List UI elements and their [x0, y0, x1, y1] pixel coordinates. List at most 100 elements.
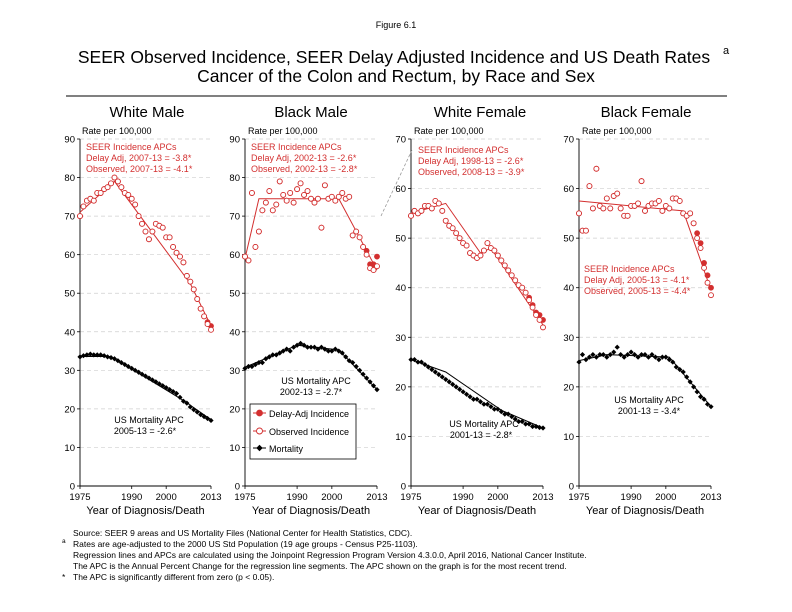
mortality-point: [256, 360, 262, 366]
ylabel-black-female: Rate per 100,000: [582, 126, 652, 136]
mortality-point: [666, 356, 672, 363]
bm-incidence-apc-delay: Delay Adj, 2002-13 = -2.6*: [251, 153, 357, 163]
legend-observed-marker: [256, 427, 263, 435]
y-tick-label: 80: [64, 173, 75, 184]
mortality-point: [139, 371, 145, 377]
observed-incidence-point: [118, 184, 125, 191]
mortality-point: [108, 355, 114, 361]
observed-incidence-point: [701, 264, 708, 271]
observed-incidence-point: [108, 180, 114, 187]
observed-incidence-point: [642, 207, 648, 214]
observed-incidence-point: [183, 272, 190, 279]
x-tick-label: 2000: [156, 492, 177, 503]
observed-incidence-point: [290, 199, 297, 206]
observed-incidence-point: [526, 297, 533, 304]
mortality-point: [474, 396, 480, 402]
observed-incidence-point: [708, 292, 714, 299]
delay-adj-incidence-point: [697, 240, 704, 246]
mortality-point: [463, 391, 470, 397]
mortality-point: [697, 394, 704, 400]
mortality-point: [457, 386, 463, 392]
observed-incidence-point: [519, 284, 526, 291]
observed-incidence-point: [318, 224, 325, 231]
y-tick-label: 60: [64, 250, 75, 261]
observed-incidence-point: [704, 279, 711, 286]
footnote-star-text: The APC is significantly different from …: [73, 572, 274, 582]
mortality-point: [502, 411, 508, 417]
mortality-point: [652, 354, 659, 360]
observed-incidence-point: [635, 200, 642, 207]
mortality-point: [443, 376, 449, 383]
observed-incidence-point: [655, 198, 662, 204]
observed-incidence-point: [480, 247, 487, 254]
y-tick-label: 50: [229, 289, 240, 300]
mortality-point: [481, 401, 487, 407]
observed-incidence-point: [308, 195, 314, 202]
mortality-point: [87, 351, 93, 357]
figure-title-line2: Cancer of the Colon and Rectum, by Race …: [197, 66, 595, 86]
mortality-point: [684, 374, 690, 380]
mortality-point: [98, 352, 104, 358]
mortality-point: [656, 356, 662, 363]
x-tick-label: 1990: [621, 492, 642, 503]
mortality-point: [252, 361, 259, 368]
mortality-point: [315, 346, 321, 352]
mortality-point: [346, 358, 352, 364]
observed-incidence-point: [201, 313, 208, 320]
observed-incidence-point: [603, 195, 610, 202]
mortality-point: [142, 373, 149, 379]
observed-incidence-point: [159, 224, 166, 231]
observed-incidence-point: [128, 195, 135, 202]
x-tick-label: 2013: [700, 492, 721, 503]
mortality-point: [187, 404, 193, 410]
panel-white-male: 0 10 20 30 40 50 60 70 80 90 1975 1990 2000 2013 Year …: [64, 135, 221, 518]
delay-adj-incidence-point: [708, 284, 714, 291]
ylabel-black-male: Rate per 100,000: [248, 126, 318, 136]
x-tick-label: 2013: [366, 492, 387, 503]
mortality-point: [263, 356, 269, 362]
observed-incidence-point: [266, 188, 273, 195]
mortality-point: [597, 352, 603, 358]
mortality-point: [625, 352, 631, 358]
mortality-point: [311, 344, 318, 350]
observed-incidence-point: [370, 267, 377, 274]
mortality-point: [91, 352, 97, 358]
mortality-point: [104, 354, 111, 360]
y-tick-label: 30: [395, 333, 406, 344]
mortality-point: [470, 396, 477, 402]
observed-incidence-point: [690, 220, 697, 227]
delay-adj-incidence-point: [374, 253, 380, 260]
mortality-point: [467, 394, 473, 400]
mortality-point: [529, 423, 536, 430]
figure-title-line1: SEER Observed Incidence, SEER Delay Adju…: [78, 47, 711, 67]
mortality-point: [645, 354, 652, 360]
observed-incidence-point: [132, 201, 139, 208]
mortality-point: [509, 414, 515, 420]
mortality-point: [593, 354, 599, 360]
observed-incidence-point: [125, 191, 132, 198]
mortality-point: [415, 359, 421, 365]
mortality-point: [94, 352, 100, 358]
x-tick-label: 2013: [532, 492, 553, 503]
mortality-point: [607, 352, 613, 358]
legend-box: [249, 403, 357, 460]
legend: Delay-Adj Incidence Observed Incidence M…: [249, 403, 357, 460]
mortality-point: [170, 388, 176, 395]
mortality-point: [167, 387, 173, 393]
observed-incidence-point: [428, 205, 435, 212]
observed-incidence-point: [311, 199, 318, 206]
wf-incidence-apc-header: SEER Incidence APCs: [418, 145, 509, 155]
mortality-point: [357, 367, 363, 373]
observed-incidence-point: [190, 286, 197, 293]
x-tick-label: 2000: [321, 492, 342, 503]
mortality-point: [329, 348, 335, 354]
mortality-point: [339, 350, 345, 356]
x-tick-label: 1990: [287, 492, 308, 503]
mortality-point: [638, 352, 645, 358]
legend-observed-label: Observed Incidence: [269, 427, 349, 437]
observed-incidence-point: [374, 263, 380, 270]
y-tick-label: 20: [229, 404, 240, 415]
observed-incidence-point: [449, 225, 456, 232]
mortality-point: [516, 418, 522, 425]
